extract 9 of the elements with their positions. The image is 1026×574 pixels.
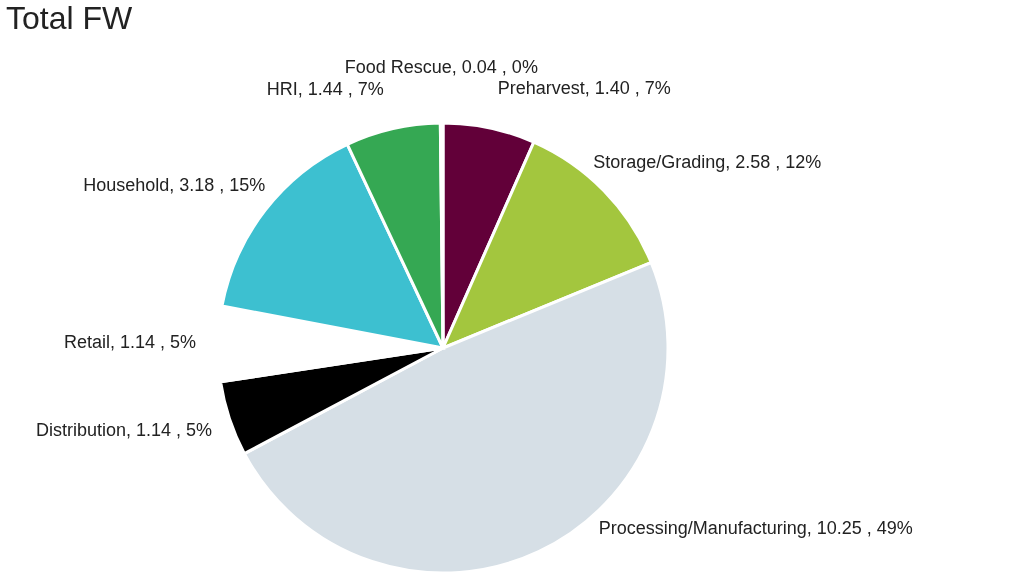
- slice-label: HRI, 1.44 , 7%: [266, 78, 384, 99]
- slice-label: Storage/Grading, 2.58 , 12%: [593, 152, 822, 173]
- slice-label: Processing/Manufacturing, 10.25 , 49%: [598, 518, 913, 538]
- slice-label: Food Rescue, 0.04 , 0%: [344, 57, 538, 77]
- chart-title: Total FW: [6, 0, 134, 36]
- slice-label: Preharvest, 1.40 , 7%: [497, 77, 671, 98]
- slice-label: Retail, 1.14 , 5%: [63, 332, 197, 353]
- slice-label: Household, 3.18 , 15%: [83, 174, 266, 195]
- slice-label: Distribution, 1.14 , 5%: [35, 420, 212, 441]
